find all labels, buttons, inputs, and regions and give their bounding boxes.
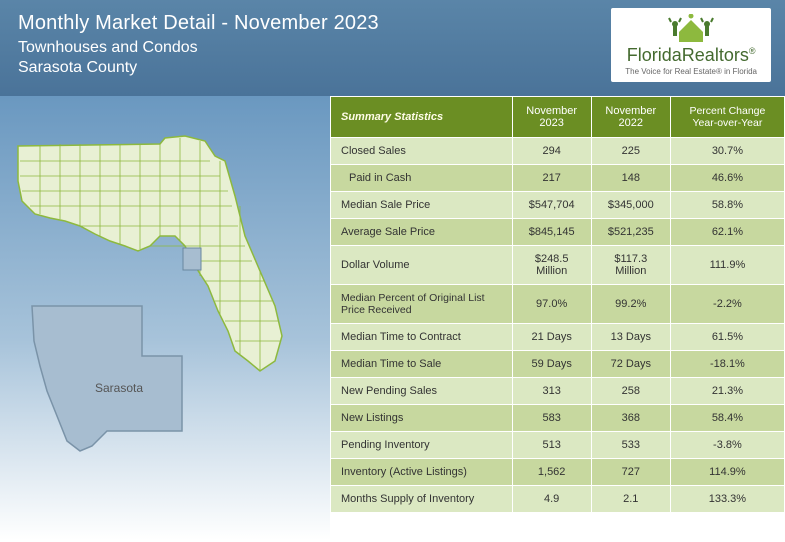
col-header-prior: November 2022 [591, 97, 670, 138]
logo-tagline: The Voice for Real Estate® in Florida [625, 67, 757, 76]
stat-current: 294 [512, 138, 591, 165]
stat-label: Dollar Volume [331, 246, 513, 285]
stat-prior: 225 [591, 138, 670, 165]
stat-pct: 46.6% [670, 165, 784, 192]
stat-label: Median Sale Price [331, 192, 513, 219]
table-row: Inventory (Active Listings)1,562727114.9… [331, 459, 785, 486]
stat-label: Closed Sales [331, 138, 513, 165]
stat-prior: $117.3 Million [591, 246, 670, 285]
table-row: Months Supply of Inventory4.92.1133.3% [331, 486, 785, 513]
stat-current: 97.0% [512, 285, 591, 324]
col-header-stat: Summary Statistics [331, 97, 513, 138]
county-inset-label: Sarasota [95, 381, 143, 395]
stat-prior: 368 [591, 405, 670, 432]
brand-logo: FloridaRealtors® The Voice for Real Esta… [611, 8, 771, 82]
stat-pct: 114.9% [670, 459, 784, 486]
stat-label: New Listings [331, 405, 513, 432]
stat-label: Average Sale Price [331, 219, 513, 246]
stat-current: 583 [512, 405, 591, 432]
logo-brand-text: FloridaRealtors® [625, 45, 757, 66]
stat-pct: 133.3% [670, 486, 784, 513]
stat-pct: 58.8% [670, 192, 784, 219]
stat-current: 21 Days [512, 324, 591, 351]
stat-current: 59 Days [512, 351, 591, 378]
map-panel: Sarasota [0, 96, 330, 540]
stat-label: Median Time to Sale [331, 351, 513, 378]
table-header-row: Summary Statistics November 2023 Novembe… [331, 97, 785, 138]
stat-current: 1,562 [512, 459, 591, 486]
col-header-pct: Percent Change Year-over-Year [670, 97, 784, 138]
header-text-block: Monthly Market Detail - November 2023 To… [18, 12, 379, 77]
stat-current: 217 [512, 165, 591, 192]
stats-table-panel: Summary Statistics November 2023 Novembe… [330, 96, 785, 540]
stat-prior: 2.1 [591, 486, 670, 513]
report-title: Monthly Market Detail - November 2023 [18, 12, 379, 35]
table-row: New Pending Sales31325821.3% [331, 378, 785, 405]
table-row: Pending Inventory513533-3.8% [331, 432, 785, 459]
stat-prior: 13 Days [591, 324, 670, 351]
table-row: Dollar Volume$248.5 Million$117.3 Millio… [331, 246, 785, 285]
table-row: Average Sale Price$845,145$521,23562.1% [331, 219, 785, 246]
stat-pct: 62.1% [670, 219, 784, 246]
stat-pct: 30.7% [670, 138, 784, 165]
stat-label: Paid in Cash [331, 165, 513, 192]
table-row: Median Time to Sale59 Days72 Days-18.1% [331, 351, 785, 378]
stat-label: Pending Inventory [331, 432, 513, 459]
table-row: Paid in Cash21714846.6% [331, 165, 785, 192]
stat-prior: 148 [591, 165, 670, 192]
stat-prior: $521,235 [591, 219, 670, 246]
col-header-current: November 2023 [512, 97, 591, 138]
logo-icon [625, 14, 757, 44]
stat-prior: 72 Days [591, 351, 670, 378]
stat-label: New Pending Sales [331, 378, 513, 405]
stat-pct: 61.5% [670, 324, 784, 351]
header-bar: Monthly Market Detail - November 2023 To… [0, 0, 785, 96]
body-row: Sarasota Summary Statistics November 202… [0, 96, 785, 540]
stat-pct: -3.8% [670, 432, 784, 459]
stat-prior: 99.2% [591, 285, 670, 324]
report-subtitle-county: Sarasota County [18, 59, 379, 77]
stat-pct: -18.1% [670, 351, 784, 378]
stat-prior: 533 [591, 432, 670, 459]
stat-pct: 21.3% [670, 378, 784, 405]
stat-current: 513 [512, 432, 591, 459]
stat-pct: 111.9% [670, 246, 784, 285]
stat-current: 313 [512, 378, 591, 405]
stat-label: Median Time to Contract [331, 324, 513, 351]
table-body: Closed Sales29422530.7% Paid in Cash2171… [331, 138, 785, 513]
stat-current: $547,704 [512, 192, 591, 219]
stat-label: Months Supply of Inventory [331, 486, 513, 513]
table-row: Closed Sales29422530.7% [331, 138, 785, 165]
stat-current: 4.9 [512, 486, 591, 513]
summary-stats-table: Summary Statistics November 2023 Novembe… [330, 96, 785, 513]
stat-pct: -2.2% [670, 285, 784, 324]
report-subtitle-type: Townhouses and Condos [18, 39, 379, 57]
table-row: New Listings58336858.4% [331, 405, 785, 432]
stat-label: Median Percent of Original List Price Re… [331, 285, 513, 324]
table-row: Median Percent of Original List Price Re… [331, 285, 785, 324]
stat-prior: 727 [591, 459, 670, 486]
stat-label: Inventory (Active Listings) [331, 459, 513, 486]
table-row: Median Time to Contract21 Days13 Days61.… [331, 324, 785, 351]
stat-prior: $345,000 [591, 192, 670, 219]
stat-current: $248.5 Million [512, 246, 591, 285]
table-row: Median Sale Price$547,704$345,00058.8% [331, 192, 785, 219]
stat-prior: 258 [591, 378, 670, 405]
stat-current: $845,145 [512, 219, 591, 246]
stat-pct: 58.4% [670, 405, 784, 432]
